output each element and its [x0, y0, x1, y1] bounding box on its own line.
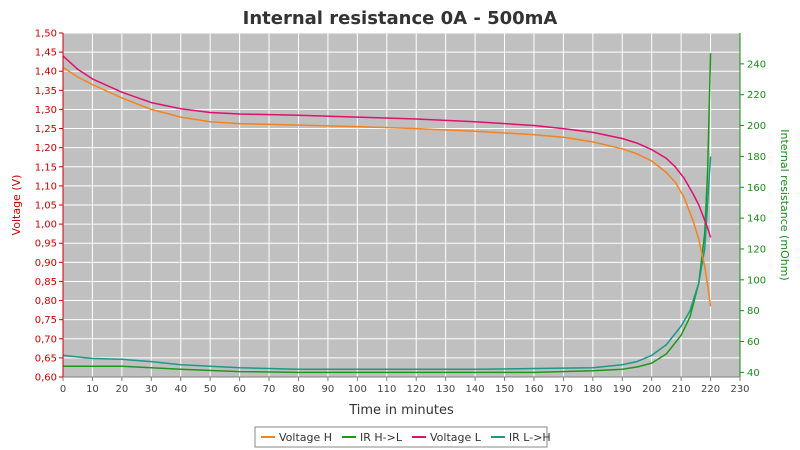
x-tick-label: 160: [524, 384, 543, 395]
y2-tick-label: 60: [747, 337, 760, 348]
x-tick-label: 190: [613, 384, 632, 395]
y-tick-label: 1,10: [35, 181, 57, 192]
y2-tick-label: 120: [747, 244, 766, 255]
y-tick-label: 1,45: [35, 48, 57, 59]
y2-axis-label: Internal resistance (mOhm): [778, 129, 791, 280]
y2-tick-label: 200: [747, 121, 766, 132]
y2-tick-label: 220: [747, 90, 766, 101]
y-tick-label: 0,70: [35, 334, 57, 345]
x-tick-label: 220: [701, 384, 720, 395]
x-tick-label: 90: [322, 384, 335, 395]
y-tick-label: 1,25: [35, 124, 57, 135]
x-tick-label: 230: [730, 384, 749, 395]
x-tick-label: 170: [554, 384, 573, 395]
y-tick-label: 0,90: [35, 258, 57, 269]
y-tick-label: 0,60: [35, 373, 57, 384]
legend: Voltage H IR H->L Voltage L IR L->H: [254, 426, 551, 448]
x-tick-label: 10: [86, 384, 99, 395]
y-tick-label: 1,00: [35, 220, 57, 231]
x-tick-label: 40: [174, 384, 187, 395]
legend-entry: IR H->L: [360, 431, 403, 444]
legend-entry: Voltage H: [279, 431, 332, 444]
legend-box: [254, 426, 548, 448]
y-tick-label: 1,15: [35, 162, 57, 173]
y2-tick-label: 80: [747, 306, 760, 317]
x-tick-label: 50: [204, 384, 217, 395]
x-axis-label: Time in minutes: [348, 403, 454, 418]
y2-tick-label: 40: [747, 368, 760, 379]
y2-tick-label: 240: [747, 59, 766, 70]
y2-tick-label: 180: [747, 152, 766, 163]
x-tick-label: 0: [60, 384, 66, 395]
x-tick-label: 100: [348, 384, 367, 395]
x-tick-label: 130: [436, 384, 455, 395]
legend-entry: Voltage L: [430, 431, 482, 444]
y-tick-label: 1,40: [35, 67, 57, 78]
x-tick-label: 30: [145, 384, 158, 395]
x-tick-label: 180: [583, 384, 602, 395]
x-tick-label: 20: [116, 384, 129, 395]
x-tick-label: 120: [407, 384, 426, 395]
y-axis-label: Voltage (V): [10, 175, 23, 236]
chart-title: Internal resistance 0A - 500mA: [243, 8, 558, 29]
y-tick-label: 0,80: [35, 296, 57, 307]
x-tick-label: 140: [466, 384, 485, 395]
axes: 0 10 20 30 40 50 60 70 80 90 100 110 120 130 140 150 160…: [35, 29, 766, 396]
series-line-ir-h-l: [63, 53, 712, 374]
x-tick-label: 80: [292, 384, 305, 395]
legend-entry: IR L->H: [509, 431, 551, 444]
y-tick-label: 1,35: [35, 86, 57, 97]
y-tick-label: 1,20: [35, 143, 57, 154]
x-tick-label: 60: [233, 384, 246, 395]
series-line-voltage-l: [62, 55, 712, 238]
x-tick-label: 200: [642, 384, 661, 395]
y-tick-label: 0,85: [35, 277, 57, 288]
y-tick-label: 0,65: [35, 353, 57, 364]
x-tick-label: 210: [672, 384, 691, 395]
series-line-voltage-h: [62, 66, 712, 307]
series-layer: [62, 53, 712, 374]
y2-tick-label: 140: [747, 214, 766, 225]
y-tick-label: 0,95: [35, 239, 57, 250]
y-tick-label: 1,30: [35, 105, 57, 116]
x-tick-label: 70: [263, 384, 276, 395]
y-tick-label: 1,50: [35, 29, 57, 40]
y2-tick-label: 160: [747, 183, 766, 194]
x-tick-label: 110: [377, 384, 396, 395]
y-tick-label: 1,05: [35, 201, 57, 212]
y2-tick-label: 100: [747, 275, 766, 286]
series-line-ir-l-h: [62, 156, 712, 371]
y-tick-label: 0,75: [35, 315, 57, 326]
x-tick-label: 150: [495, 384, 514, 395]
